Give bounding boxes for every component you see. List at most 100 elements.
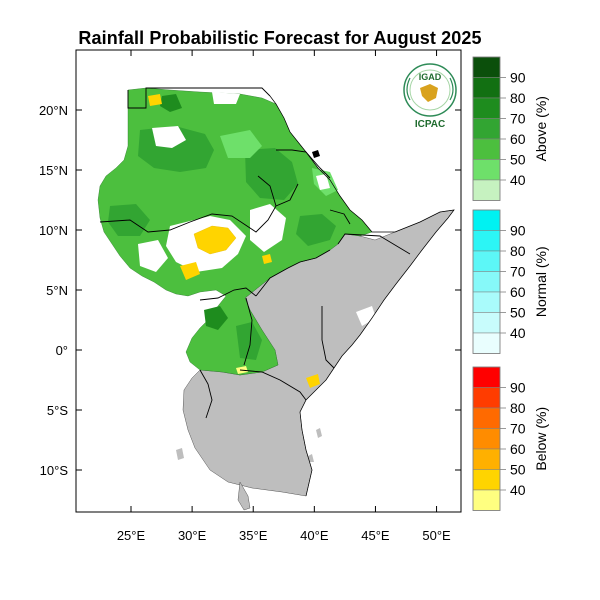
legend-tick-label: 70 xyxy=(510,421,526,437)
above-high-patch-3 xyxy=(296,214,336,246)
island-comoros xyxy=(176,448,184,460)
legend-swatch xyxy=(472,97,501,119)
y-tick-label: 5°N xyxy=(46,283,68,298)
above-light-patch-1 xyxy=(220,130,262,158)
legend-tick-label: 70 xyxy=(510,264,526,280)
igad-icpac-logo: IGAD ICPAC xyxy=(403,63,457,130)
border-sudan-north xyxy=(127,87,271,109)
legend-tick-label: 90 xyxy=(510,70,526,86)
above-high-patch-6 xyxy=(160,94,182,112)
border-south-sudan-uganda xyxy=(199,287,257,301)
legend-swatch xyxy=(472,366,501,388)
legend-swatch xyxy=(472,56,501,78)
legend-swatch xyxy=(472,77,501,99)
legend-tick-label: 60 xyxy=(510,131,526,147)
legend-title: Normal (%) xyxy=(533,246,549,317)
x-tick-label: 40°E xyxy=(300,528,329,543)
legend-swatch xyxy=(472,387,501,409)
y-tick-label: 5°S xyxy=(47,403,68,418)
coastline-outline xyxy=(269,95,455,497)
legend-swatch xyxy=(472,407,501,429)
legend-title: Below (%) xyxy=(533,407,549,471)
border-ethiopia-kenya xyxy=(255,249,331,297)
legend-swatch xyxy=(472,118,501,140)
legend-tick-label: 40 xyxy=(510,172,526,188)
legend-tick-label: 80 xyxy=(510,90,526,106)
white-patch-top xyxy=(212,92,240,104)
legend-swatch xyxy=(472,250,501,272)
legend-swatch xyxy=(472,179,501,201)
legend-tick-label: 90 xyxy=(510,380,526,396)
legend-swatch xyxy=(472,448,501,470)
below-patch-south-sudan xyxy=(193,225,237,255)
legend-tick-label: 60 xyxy=(510,284,526,300)
y-tick-label: 20°N xyxy=(39,103,68,118)
legend-tick-label: 80 xyxy=(510,400,526,416)
below-patch-north xyxy=(148,94,162,106)
legend-swatch xyxy=(472,332,501,354)
legend-tick-label: 50 xyxy=(510,152,526,168)
border-ethiopia-sudan xyxy=(257,175,277,207)
legend-outline xyxy=(472,366,501,511)
y-axis: 20°N 15°N 10°N 5°N 0° 5°S 10°S xyxy=(39,103,461,478)
legend-swatch xyxy=(472,159,501,181)
legend-swatch xyxy=(472,312,501,334)
legend-tick-label: 40 xyxy=(510,482,526,498)
legend-tick-label: 40 xyxy=(510,325,526,341)
above-high-patch-5 xyxy=(236,322,262,360)
logo-centre-text: ICPAC xyxy=(415,119,445,130)
legend-swatch xyxy=(472,271,501,293)
legend-swatch xyxy=(472,428,501,450)
logo-laurel-left-icon xyxy=(406,77,411,101)
legend-tick-label: 80 xyxy=(510,243,526,259)
legend-colorbar: 90 80 70 60 50 40 Normal (%) xyxy=(472,209,549,354)
white-patch-north xyxy=(152,126,186,148)
island-dahlak xyxy=(312,150,320,158)
legend-swatch xyxy=(472,230,501,252)
above-high-patch-2 xyxy=(245,148,298,200)
x-axis: 25°E 30°E 35°E 40°E 45°E 50°E xyxy=(117,50,451,543)
legend-tick-label: 50 xyxy=(510,462,526,478)
white-patch-kenya-coast xyxy=(356,306,376,326)
white-patch-east xyxy=(250,204,286,252)
legend-outline xyxy=(472,209,501,354)
border-kenya-somalia xyxy=(321,306,335,369)
legend-swatch xyxy=(472,209,501,231)
country-borders xyxy=(99,87,411,419)
white-patch-west xyxy=(138,240,168,272)
island-zanzibar xyxy=(316,428,322,438)
logo-laurel-right-icon xyxy=(449,77,454,101)
legend-swatch xyxy=(472,469,501,491)
border-rwanda-burundi xyxy=(199,369,213,419)
y-tick-label: 10°S xyxy=(40,463,69,478)
y-tick-label: 0° xyxy=(56,343,68,358)
legend-swatch xyxy=(472,489,501,511)
legend-title: Above (%) xyxy=(533,96,549,161)
below-patch-coast xyxy=(306,374,320,388)
below-patch-bahr xyxy=(180,262,200,280)
x-tick-label: 45°E xyxy=(361,528,390,543)
x-tick-label: 50°E xyxy=(422,528,451,543)
legend-swatch xyxy=(472,291,501,313)
x-tick-label: 30°E xyxy=(178,528,207,543)
white-patch-ne xyxy=(316,174,330,190)
above-high-patch-7 xyxy=(204,306,228,330)
x-tick-label: 25°E xyxy=(117,528,146,543)
legend: 90 80 70 60 50 40 Above (%) 90 80 70 60 50 40 Normal … xyxy=(472,56,549,511)
region-climatology-south xyxy=(237,481,251,511)
legend-colorbar: 90 80 70 60 50 40 Below (%) xyxy=(472,366,549,511)
y-tick-label: 15°N xyxy=(39,163,68,178)
page-title: Rainfall Probabilistic Forecast for Augu… xyxy=(78,28,482,48)
island-mafia xyxy=(308,454,314,462)
legend-tick-label: 60 xyxy=(510,441,526,457)
border-kenya-tanzania xyxy=(239,369,307,401)
map-content xyxy=(97,87,455,511)
y-tick-label: 10°N xyxy=(39,223,68,238)
below-patch-ethiopia xyxy=(262,254,272,264)
legend-tick-label: 90 xyxy=(510,223,526,239)
legend-swatch xyxy=(472,138,501,160)
border-uganda-kenya xyxy=(243,297,253,366)
x-tick-label: 35°E xyxy=(239,528,268,543)
logo-org-text: IGAD xyxy=(419,72,442,82)
